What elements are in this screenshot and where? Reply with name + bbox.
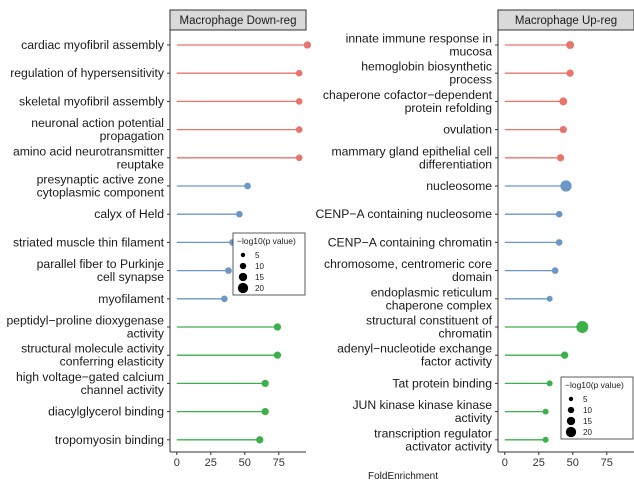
y-tick-label: transcription regulator activator activit… <box>374 426 493 453</box>
y-tick-label: skeletal myofibril assembly <box>19 94 165 108</box>
x-tick-label: 75 <box>601 457 613 469</box>
y-tick-label: nucleosome <box>426 179 492 193</box>
lollipop-point <box>566 69 574 77</box>
x-tick-label: 75 <box>273 457 285 469</box>
y-tick-label: CENP−A containing nucleosome <box>316 207 493 221</box>
size-legend: −log10(p value) 5 10 15 20 <box>560 376 634 440</box>
x-tick-label: 50 <box>567 457 579 469</box>
x-tick-label: 50 <box>239 457 251 469</box>
legend-label: 10 <box>255 262 264 271</box>
y-tick-label: ovulation <box>443 123 492 137</box>
x-axis-label: FoldEnrichment <box>368 471 438 482</box>
y-tick-label: hemoglobin biosynthetic process <box>361 60 492 87</box>
y-tick-label: regulation of hypersensitivity <box>10 66 165 80</box>
x-tick-label: 0 <box>502 457 508 469</box>
legend-label: 5 <box>583 395 588 404</box>
lollipop-point <box>295 98 303 105</box>
y-tick-label: amino acid neurotransmitter reuptake <box>13 144 164 171</box>
legend-title: −log10(p value) <box>237 236 296 246</box>
legend-key <box>565 426 577 438</box>
lollipop-point <box>244 182 251 190</box>
x-tick-label: 25 <box>533 457 545 469</box>
legend-key <box>238 272 248 282</box>
lollipop-point <box>555 239 563 246</box>
lollipop-point <box>295 126 303 133</box>
y-tick-label: mammary gland epithelial cell differentia… <box>331 144 492 171</box>
facet-strip <box>169 9 307 31</box>
lollipop-point <box>225 267 232 274</box>
y-tick-label: neuronal action potential propagation <box>31 116 164 143</box>
y-tick-label: CENP−A containing chromatin <box>328 235 492 249</box>
y-tick-label: striated muscle thin filament <box>13 235 165 249</box>
lollipop-point <box>555 210 563 218</box>
lollipop-point <box>261 407 269 416</box>
y-tick-label: innate immune response in mucosa <box>346 32 493 59</box>
lollipop-point <box>236 210 243 218</box>
y-tick-label: presynaptic active zone cytoplasmic compo… <box>37 173 165 200</box>
y-tick-label: diacylglycerol binding <box>48 405 164 419</box>
lollipop-point <box>546 380 553 387</box>
lollipop-point <box>303 41 312 49</box>
y-tick-label: high voltage−gated calcium channel activi… <box>16 370 165 397</box>
y-tick-label: structural constituent of chromatin <box>366 314 493 341</box>
legend-key <box>239 262 247 270</box>
lollipop-point <box>256 436 264 444</box>
y-tick-label: cardiac myofibril assembly <box>21 38 165 52</box>
panel-macrophage-down: Macrophage Down-reg 0 25 50 75 cardiac myofib… <box>6 9 312 469</box>
legend-key <box>567 406 575 414</box>
lollipop-point <box>273 323 282 331</box>
lollipop-point <box>559 97 568 106</box>
facet-strip <box>497 9 634 31</box>
lollipop-point <box>576 321 589 333</box>
legend-key <box>568 396 574 402</box>
lollipop-point <box>542 436 549 443</box>
lollipop-point <box>560 351 569 359</box>
legend-key <box>566 416 576 426</box>
size-legend: −log10(p value) 5 10 15 20 <box>232 232 306 296</box>
legend-label: 20 <box>583 428 592 437</box>
y-tick-label: myofilament <box>98 292 164 306</box>
lollipop-point <box>273 351 282 359</box>
lollipop-point <box>556 154 565 162</box>
y-tick-label: structural molecule activity conferring e… <box>21 342 165 369</box>
y-tick-label: calyx of Held <box>94 207 164 221</box>
x-tick-label: 25 <box>205 457 217 469</box>
lollipop-point <box>542 408 549 415</box>
legend-key <box>237 282 249 294</box>
legend-label: 5 <box>255 251 260 260</box>
y-tick-label: Tat protein binding <box>392 376 492 390</box>
legend-title: −log10(p value) <box>565 380 624 390</box>
y-tick-label: peptidyl−proline dioxygenase activity <box>6 314 164 341</box>
lollipop-point <box>559 125 567 134</box>
y-tick-label: chaperone cofactor−dependent protein refo… <box>323 88 493 115</box>
y-tick-label: adenyl−nucleotide exchange factor activit… <box>337 342 493 369</box>
lollipop-point <box>295 154 303 162</box>
lollipop-point <box>551 267 559 274</box>
legend-label: 15 <box>583 417 592 426</box>
y-tick-label: JUN kinase kinase kinase activity <box>352 398 492 425</box>
y-tick-label: endoplasmic reticulum chaperone complex <box>371 285 492 312</box>
legend-key <box>240 252 246 258</box>
lollipop-point <box>295 69 303 77</box>
lollipop-point <box>261 379 269 388</box>
panel-macrophage-up: Macrophage Up-reg 0 25 50 75 innate immune re… <box>316 9 634 469</box>
lollipop-point <box>566 41 575 49</box>
facet-title: Macrophage Down-reg <box>180 15 297 27</box>
y-tick-label: tropomyosin binding <box>55 433 164 447</box>
legend-label: 10 <box>583 406 592 415</box>
lollipop-point <box>560 180 572 192</box>
lollipop-point <box>546 295 553 302</box>
y-tick-label: parallel fiber to Purkinje cell synapse <box>37 257 165 284</box>
legend-label: 20 <box>255 284 264 293</box>
y-tick-label: chromosome, centromeric core domain <box>324 257 492 284</box>
legend-label: 15 <box>255 273 264 282</box>
facet-title: Macrophage Up-reg <box>515 15 617 27</box>
lollipop-point <box>221 295 228 303</box>
x-tick-label: 0 <box>174 457 180 469</box>
